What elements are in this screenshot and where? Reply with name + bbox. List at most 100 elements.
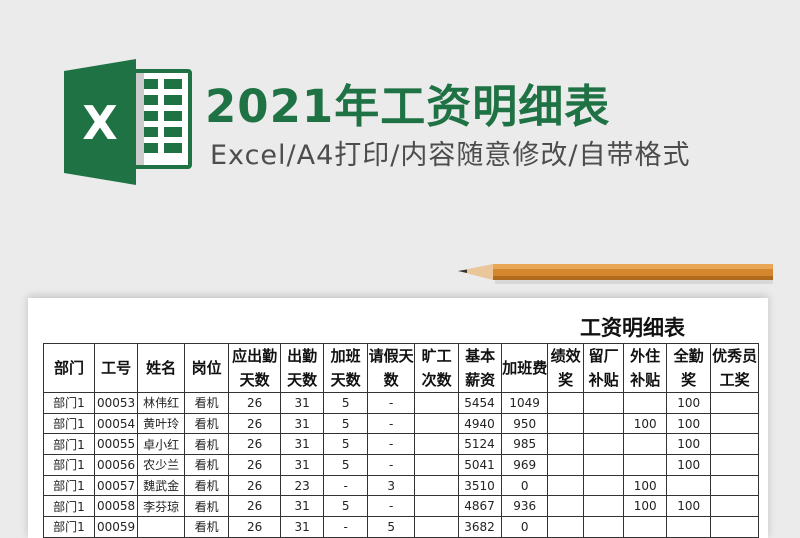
table-cell[interactable]: 5 [323, 495, 369, 518]
table-cell[interactable]: 5124 [458, 433, 503, 456]
table-cell[interactable]: 看机 [184, 454, 230, 476]
table-cell[interactable]: 26 [228, 412, 282, 435]
column-header[interactable]: 优秀员工奖 [710, 343, 760, 393]
table-cell[interactable] [414, 412, 460, 435]
table-cell[interactable]: 31 [280, 495, 325, 518]
table-cell[interactable]: 100 [623, 474, 668, 497]
table-cell[interactable] [583, 392, 625, 414]
table-cell[interactable] [710, 433, 760, 456]
table-cell[interactable]: 4867 [458, 495, 503, 518]
table-cell[interactable]: 3682 [458, 516, 503, 538]
table-cell[interactable]: 100 [666, 412, 712, 435]
table-cell[interactable]: 31 [280, 392, 325, 414]
table-cell[interactable]: - [367, 412, 416, 435]
table-cell[interactable]: 魏武金 [137, 474, 186, 497]
table-cell[interactable]: 100 [666, 433, 712, 456]
table-cell[interactable]: - [367, 495, 416, 518]
column-header[interactable]: 加班费 [501, 343, 549, 393]
table-cell[interactable] [710, 516, 760, 538]
table-cell[interactable]: 5 [323, 433, 369, 456]
table-cell[interactable]: 看机 [184, 474, 230, 497]
column-header[interactable]: 应出勤天数 [228, 343, 282, 393]
table-cell[interactable]: 31 [280, 454, 325, 476]
table-cell[interactable]: 4940 [458, 412, 503, 435]
table-cell[interactable] [414, 516, 460, 538]
table-cell[interactable]: 1049 [501, 392, 549, 414]
column-header[interactable]: 出勤天数 [280, 343, 325, 393]
table-cell[interactable]: 部门1 [43, 433, 95, 456]
table-cell[interactable]: - [323, 516, 369, 538]
column-header[interactable]: 外住补贴 [623, 343, 668, 393]
column-header[interactable]: 全勤奖 [666, 343, 712, 393]
table-cell[interactable]: 00058 [93, 495, 139, 518]
table-cell[interactable] [623, 433, 668, 456]
table-cell[interactable]: 26 [228, 516, 282, 538]
table-cell[interactable]: - [367, 433, 416, 456]
table-cell[interactable]: 5 [323, 454, 369, 476]
table-cell[interactable] [414, 454, 460, 476]
table-cell[interactable]: 00059 [93, 516, 139, 538]
table-cell[interactable] [547, 495, 585, 518]
column-header[interactable]: 旷工次数 [414, 343, 460, 393]
table-cell[interactable]: 看机 [184, 495, 230, 518]
table-cell[interactable]: 5041 [458, 454, 503, 476]
table-cell[interactable]: 0 [501, 516, 549, 538]
table-cell[interactable]: 部门1 [43, 516, 95, 538]
column-header[interactable]: 基本薪资 [458, 343, 503, 393]
table-cell[interactable] [137, 516, 186, 538]
table-cell[interactable]: 26 [228, 392, 282, 414]
table-cell[interactable]: 23 [280, 474, 325, 497]
table-cell[interactable]: 969 [501, 454, 549, 476]
column-header[interactable]: 绩效奖 [547, 343, 585, 393]
column-header[interactable]: 请假天数 [367, 343, 416, 393]
table-cell[interactable]: 26 [228, 454, 282, 476]
table-cell[interactable]: 26 [228, 474, 282, 497]
table-cell[interactable]: 26 [228, 433, 282, 456]
table-cell[interactable] [710, 412, 760, 435]
column-header[interactable]: 加班天数 [323, 343, 369, 393]
table-cell[interactable]: 3 [367, 474, 416, 497]
table-cell[interactable] [623, 516, 668, 538]
table-cell[interactable]: 31 [280, 412, 325, 435]
table-cell[interactable]: 卓小红 [137, 433, 186, 456]
table-cell[interactable]: 100 [666, 495, 712, 518]
table-cell[interactable] [414, 433, 460, 456]
table-cell[interactable]: 部门1 [43, 474, 95, 497]
table-cell[interactable] [583, 516, 625, 538]
table-cell[interactable]: 31 [280, 516, 325, 538]
table-cell[interactable] [710, 454, 760, 476]
column-header[interactable]: 姓名 [137, 343, 186, 393]
column-header[interactable]: 岗位 [184, 343, 230, 393]
table-cell[interactable]: 5 [323, 392, 369, 414]
table-cell[interactable]: 看机 [184, 433, 230, 456]
table-cell[interactable]: 936 [501, 495, 549, 518]
table-cell[interactable] [583, 433, 625, 456]
table-cell[interactable]: 985 [501, 433, 549, 456]
table-cell[interactable]: - [367, 392, 416, 414]
table-cell[interactable] [623, 454, 668, 476]
table-cell[interactable]: 看机 [184, 516, 230, 538]
table-cell[interactable]: 李芬琼 [137, 495, 186, 518]
table-cell[interactable] [710, 474, 760, 497]
table-cell[interactable]: 部门1 [43, 392, 95, 414]
table-cell[interactable]: 26 [228, 495, 282, 518]
table-cell[interactable]: 5 [367, 516, 416, 538]
table-cell[interactable] [547, 392, 585, 414]
table-cell[interactable]: - [323, 474, 369, 497]
table-cell[interactable]: 3510 [458, 474, 503, 497]
table-cell[interactable] [547, 433, 585, 456]
table-cell[interactable] [710, 495, 760, 518]
table-cell[interactable]: 100 [623, 412, 668, 435]
table-cell[interactable] [414, 392, 460, 414]
table-cell[interactable]: 部门1 [43, 454, 95, 476]
table-cell[interactable]: 00057 [93, 474, 139, 497]
table-cell[interactable] [414, 495, 460, 518]
table-cell[interactable] [414, 474, 460, 497]
table-cell[interactable] [547, 454, 585, 476]
table-cell[interactable] [547, 474, 585, 497]
table-cell[interactable] [547, 412, 585, 435]
table-cell[interactable]: 100 [623, 495, 668, 518]
table-cell[interactable]: 5 [323, 412, 369, 435]
table-cell[interactable]: 100 [666, 454, 712, 476]
table-cell[interactable]: 950 [501, 412, 549, 435]
